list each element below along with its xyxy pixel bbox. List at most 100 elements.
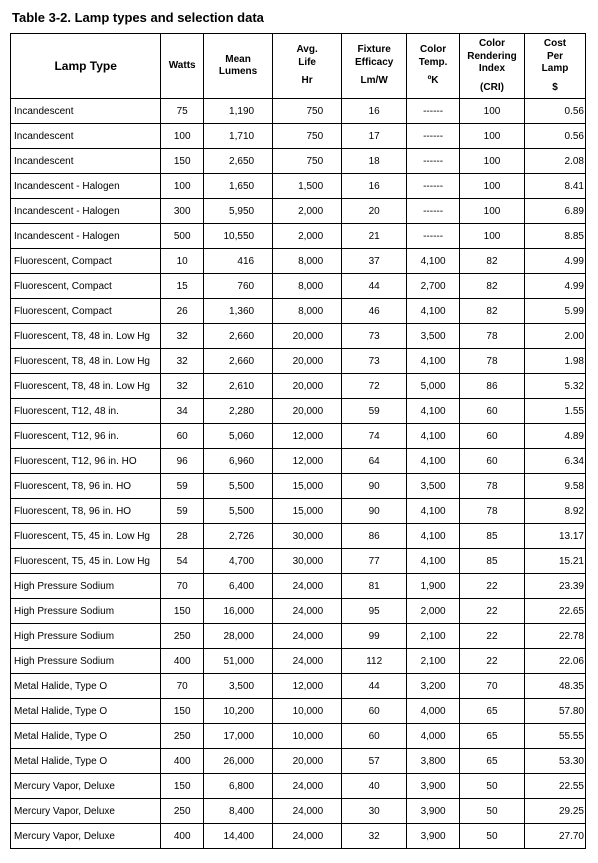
table-row: Fluorescent, T12, 96 in.605,06012,000744… <box>11 424 586 449</box>
cell-temp: ------ <box>407 124 460 149</box>
cell-life: 750 <box>273 149 342 174</box>
cell-temp: 3,500 <box>407 324 460 349</box>
cell-life: 24,000 <box>273 599 342 624</box>
cell-lamp: High Pressure Sodium <box>11 624 161 649</box>
col-header-unit: (CRI) <box>462 82 522 95</box>
cell-temp: 4,100 <box>407 349 460 374</box>
cell-cri: 50 <box>459 824 524 849</box>
cell-eff: 57 <box>342 749 407 774</box>
cell-life: 750 <box>273 124 342 149</box>
cell-eff: 90 <box>342 499 407 524</box>
col-header-cri: ColorRenderingIndex(CRI) <box>459 34 524 99</box>
col-header-watts: Watts <box>161 34 204 99</box>
cell-lumens: 1,360 <box>204 299 273 324</box>
cell-temp: 4,100 <box>407 399 460 424</box>
cell-lumens: 2,660 <box>204 324 273 349</box>
cell-lamp: Mercury Vapor, Deluxe <box>11 774 161 799</box>
cell-lamp: Fluorescent, T12, 48 in. <box>11 399 161 424</box>
cell-watts: 32 <box>161 349 204 374</box>
cell-lamp: Fluorescent, Compact <box>11 299 161 324</box>
cell-life: 20,000 <box>273 749 342 774</box>
cell-cost: 55.55 <box>525 724 586 749</box>
cell-eff: 81 <box>342 574 407 599</box>
cell-lumens: 28,000 <box>204 624 273 649</box>
table-row: Fluorescent, Compact157608,000442,700824… <box>11 274 586 299</box>
cell-cri: 85 <box>459 549 524 574</box>
cell-temp: ------ <box>407 99 460 124</box>
cell-cri: 22 <box>459 599 524 624</box>
cell-eff: 44 <box>342 274 407 299</box>
cell-life: 30,000 <box>273 549 342 574</box>
cell-temp: 3,800 <box>407 749 460 774</box>
cell-lumens: 416 <box>204 249 273 274</box>
cell-lumens: 6,960 <box>204 449 273 474</box>
cell-lamp: Incandescent <box>11 149 161 174</box>
cell-watts: 60 <box>161 424 204 449</box>
cell-cri: 86 <box>459 374 524 399</box>
cell-cost: 57.80 <box>525 699 586 724</box>
cell-eff: 60 <box>342 699 407 724</box>
cell-cost: 9.58 <box>525 474 586 499</box>
cell-life: 15,000 <box>273 474 342 499</box>
cell-cri: 65 <box>459 724 524 749</box>
cell-watts: 28 <box>161 524 204 549</box>
cell-cri: 100 <box>459 149 524 174</box>
cell-cri: 100 <box>459 174 524 199</box>
table-caption: Table 3-2. Lamp types and selection data <box>12 10 588 25</box>
table-row: High Pressure Sodium15016,00024,000952,0… <box>11 599 586 624</box>
cell-lumens: 2,650 <box>204 149 273 174</box>
cell-eff: 46 <box>342 299 407 324</box>
table-row: Incandescent751,19075016------1000.56 <box>11 99 586 124</box>
col-header-label: Avg.Life <box>275 44 339 69</box>
cell-lumens: 2,280 <box>204 399 273 424</box>
cell-temp: 2,100 <box>407 649 460 674</box>
cell-temp: 4,100 <box>407 424 460 449</box>
table-row: Incandescent - Halogen3005,9502,00020---… <box>11 199 586 224</box>
cell-lumens: 6,800 <box>204 774 273 799</box>
cell-cost: 6.89 <box>525 199 586 224</box>
cell-cri: 50 <box>459 774 524 799</box>
cell-temp: 4,100 <box>407 549 460 574</box>
cell-eff: 32 <box>342 824 407 849</box>
table-row: Metal Halide, Type O40026,00020,000573,8… <box>11 749 586 774</box>
table-row: Incandescent - Halogen1001,6501,50016---… <box>11 174 586 199</box>
table-row: Fluorescent, T8, 48 in. Low Hg322,61020,… <box>11 374 586 399</box>
cell-watts: 100 <box>161 124 204 149</box>
cell-cri: 22 <box>459 649 524 674</box>
cell-cri: 60 <box>459 424 524 449</box>
cell-lumens: 2,610 <box>204 374 273 399</box>
cell-lamp: High Pressure Sodium <box>11 574 161 599</box>
cell-watts: 32 <box>161 324 204 349</box>
cell-temp: 2,000 <box>407 599 460 624</box>
cell-eff: 74 <box>342 424 407 449</box>
cell-lamp: Fluorescent, Compact <box>11 274 161 299</box>
cell-life: 2,000 <box>273 199 342 224</box>
table-header-row: Lamp TypeWattsMeanLumensAvg.LifeHrFixtur… <box>11 34 586 99</box>
cell-life: 12,000 <box>273 424 342 449</box>
col-header-eff: FixtureEfficacyLm/W <box>342 34 407 99</box>
cell-temp: ------ <box>407 174 460 199</box>
cell-life: 12,000 <box>273 674 342 699</box>
cell-temp: 5,000 <box>407 374 460 399</box>
cell-lumens: 1,190 <box>204 99 273 124</box>
table-body: Incandescent751,19075016------1000.56 Inc… <box>11 99 586 849</box>
cell-life: 20,000 <box>273 349 342 374</box>
cell-lumens: 26,000 <box>204 749 273 774</box>
cell-life: 10,000 <box>273 699 342 724</box>
col-header-unit: Lm/W <box>344 75 404 88</box>
cell-lamp: High Pressure Sodium <box>11 599 161 624</box>
cell-cost: 22.78 <box>525 624 586 649</box>
cell-cost: 8.92 <box>525 499 586 524</box>
cell-life: 24,000 <box>273 649 342 674</box>
cell-eff: 77 <box>342 549 407 574</box>
cell-life: 10,000 <box>273 724 342 749</box>
cell-cri: 82 <box>459 274 524 299</box>
cell-watts: 70 <box>161 574 204 599</box>
table-row: Fluorescent, T8, 48 in. Low Hg322,66020,… <box>11 349 586 374</box>
col-header-label: Watts <box>163 60 201 73</box>
cell-temp: 4,100 <box>407 499 460 524</box>
table-row: Fluorescent, T5, 45 in. Low Hg282,72630,… <box>11 524 586 549</box>
cell-cri: 70 <box>459 674 524 699</box>
table-row: Fluorescent, T8, 48 in. Low Hg322,66020,… <box>11 324 586 349</box>
cell-eff: 64 <box>342 449 407 474</box>
